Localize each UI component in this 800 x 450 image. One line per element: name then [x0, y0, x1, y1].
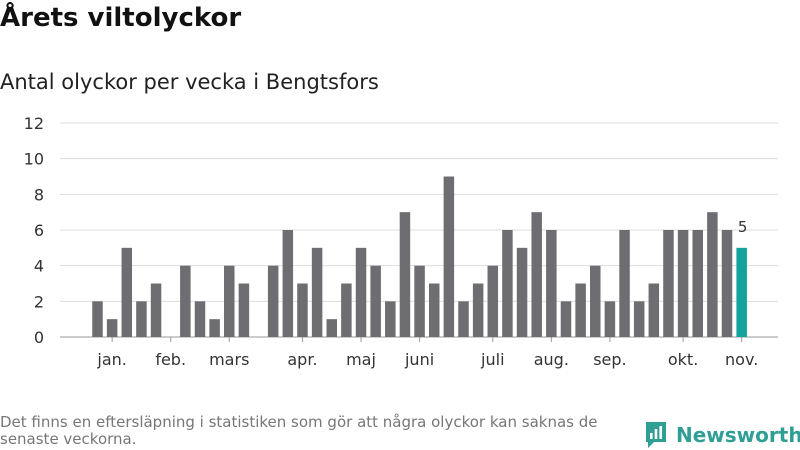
bar: [355, 247, 367, 337]
bar: [619, 230, 630, 337]
bar: [502, 230, 513, 337]
month-label: maj: [346, 350, 376, 369]
bar: [282, 230, 294, 337]
month-label: apr.: [287, 350, 317, 369]
month-label: okt.: [668, 350, 698, 369]
month-label: sep.: [593, 350, 626, 369]
bar: [238, 283, 250, 337]
bar: [399, 212, 411, 337]
footnote: Det finns en eftersläpning i statistiken…: [0, 413, 598, 448]
bar: [692, 230, 703, 337]
bar: [106, 319, 118, 337]
bar: [121, 247, 133, 337]
bar: [663, 230, 674, 337]
newsworthy-icon: [646, 422, 666, 448]
bar: [311, 247, 323, 337]
bar-chart: 0 2 4 6 8 10 12 5 jan. feb. mars apr. maj juni juli aug…: [24, 114, 778, 369]
bar: [428, 283, 440, 337]
bar: [385, 301, 396, 337]
bar: [472, 283, 484, 337]
month-label: aug.: [534, 350, 569, 369]
y-tick-label: 12: [24, 114, 44, 133]
bar: [648, 283, 660, 337]
y-tick-label: 10: [24, 150, 44, 169]
y-tick-label: 2: [34, 292, 44, 311]
bar: [224, 265, 235, 337]
bar: [414, 265, 425, 337]
bar: [443, 176, 455, 337]
y-tick-label: 4: [34, 257, 44, 276]
y-tick-label: 8: [34, 185, 44, 204]
chart-subtitle: Antal olyckor per vecka i Bengtsfors: [0, 70, 379, 94]
bar: [297, 283, 308, 337]
data-label: 5: [738, 218, 748, 236]
page-title: Årets viltolyckor: [0, 3, 242, 33]
y-tick-label: 6: [34, 221, 44, 240]
bar: [267, 265, 279, 337]
bar: [707, 212, 718, 337]
bar: [546, 230, 557, 337]
month-label: jan.: [96, 350, 126, 369]
bar: [487, 265, 499, 337]
bar: [92, 301, 103, 337]
brand-name: Newsworthy: [676, 423, 800, 447]
highlight-bar: [736, 247, 747, 337]
y-tick-label: 0: [34, 328, 44, 347]
brand-logo[interactable]: Newsworthy: [644, 420, 800, 450]
bar: [531, 212, 542, 337]
bar: [516, 247, 528, 337]
bar: [150, 283, 162, 337]
bar: [326, 319, 337, 337]
bar: [560, 301, 572, 337]
bar: [590, 265, 601, 337]
bar: [604, 301, 616, 337]
bar: [677, 230, 689, 337]
bar: [341, 283, 352, 337]
bar: [575, 283, 586, 337]
month-label: feb.: [155, 350, 186, 369]
month-label: juni: [404, 350, 434, 369]
month-label: nov.: [725, 350, 758, 369]
bar: [633, 301, 645, 337]
bar: [370, 265, 381, 337]
bar: [721, 230, 733, 337]
bar: [194, 301, 206, 337]
month-label: juli: [480, 350, 504, 369]
month-label: mars: [209, 350, 249, 369]
bar: [209, 319, 220, 337]
bar: [136, 301, 147, 337]
bar: [180, 265, 191, 337]
bar: [458, 301, 469, 337]
